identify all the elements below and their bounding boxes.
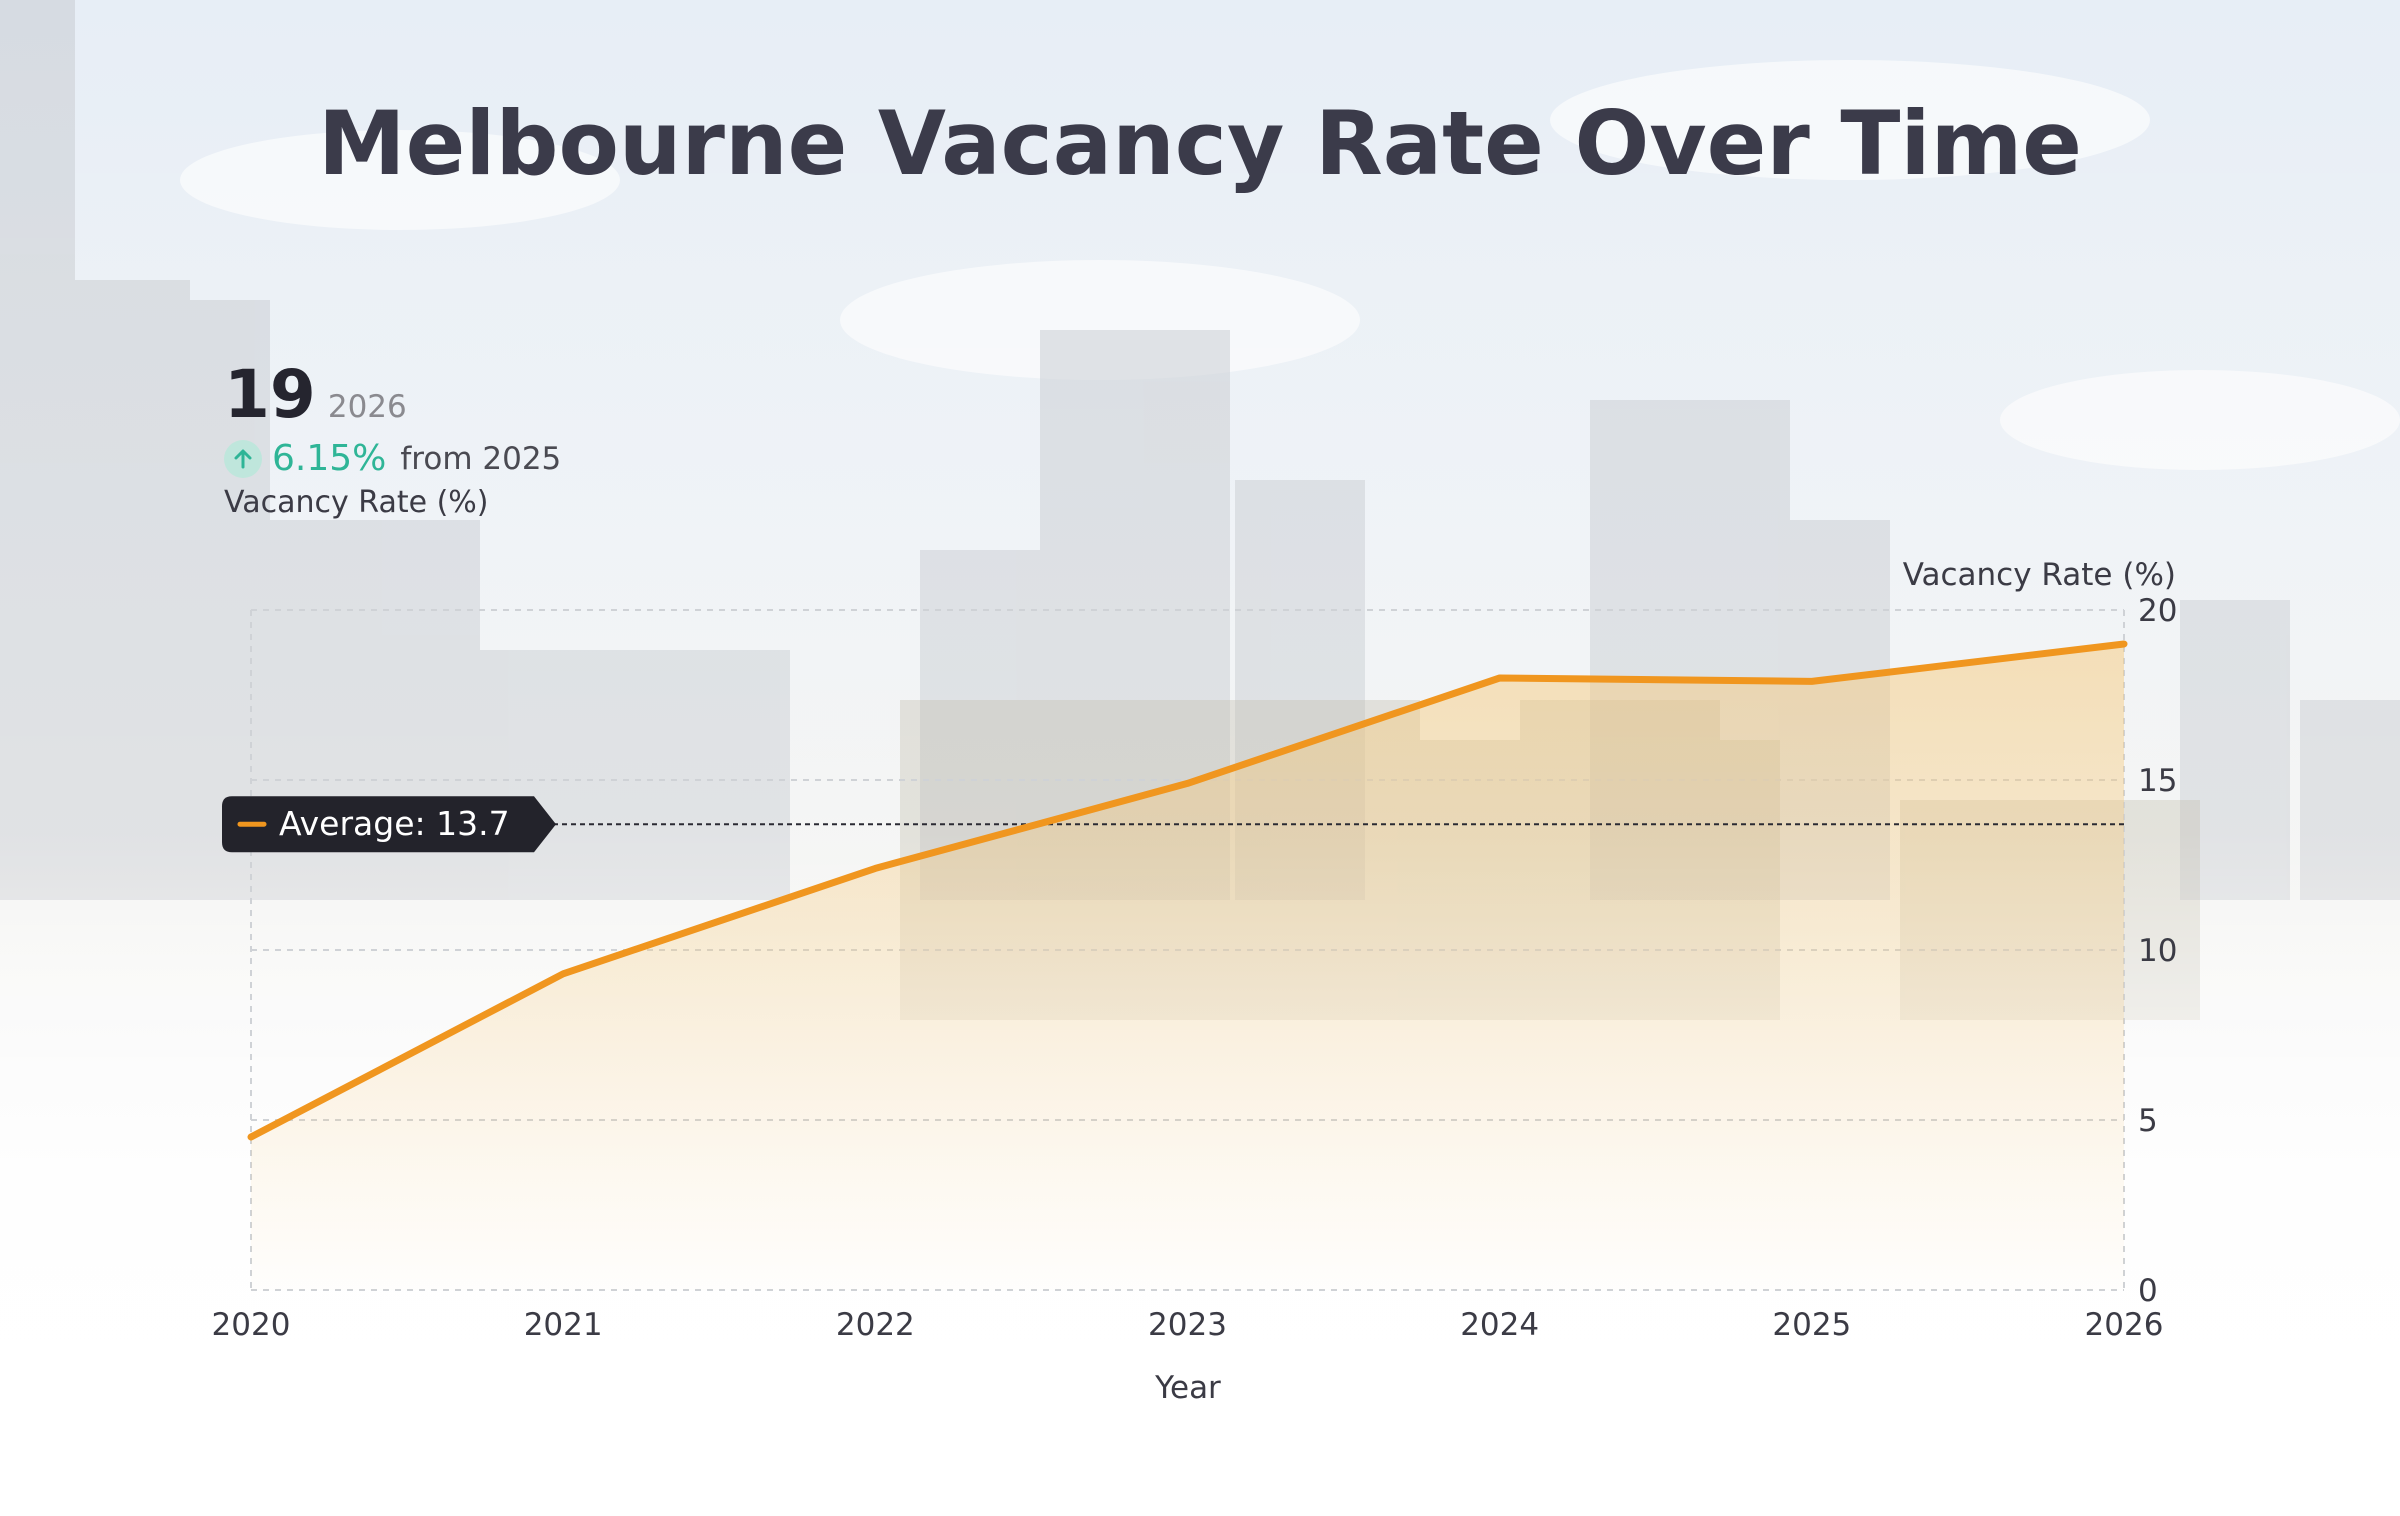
kpi-change: 6.15%: [272, 438, 387, 479]
y-tick-label: 0: [2138, 1273, 2158, 1309]
chart-title: Melbourne Vacancy Rate Over Time: [318, 92, 2082, 195]
x-tick-label: 2022: [836, 1307, 915, 1343]
series-area: [251, 644, 2124, 1290]
x-tick-label: 2023: [1148, 1307, 1227, 1343]
kpi-label: Vacancy Rate (%): [224, 485, 489, 520]
kpi-change-suffix: from 2025: [400, 440, 562, 477]
x-tick-label: 2020: [212, 1307, 291, 1343]
y-tick-label: 20: [2138, 593, 2177, 629]
data-point-2025: [1808, 678, 1815, 685]
data-point-2024: [1496, 675, 1503, 681]
data-point-2021: [560, 970, 567, 977]
x-tick-label: 2024: [1460, 1307, 1539, 1343]
y-tick-label: 10: [2138, 933, 2177, 969]
y-tick-label: 15: [2138, 763, 2177, 799]
y-axis-title: Vacancy Rate (%): [1903, 557, 2176, 593]
x-tick-label: 2021: [524, 1307, 603, 1343]
kpi-summary: 19 2026 6.15% from 2025 Vacancy Rate (%): [224, 362, 744, 520]
kpi-year: 2026: [327, 389, 407, 425]
x-tick-label: 2025: [1772, 1307, 1851, 1343]
y-tick-label: 5: [2138, 1103, 2158, 1139]
data-point-2026: [2121, 641, 2127, 647]
x-axis-title: Year: [1154, 1370, 1221, 1406]
data-point-2023: [1184, 780, 1191, 787]
x-tick-label: 2026: [2085, 1307, 2164, 1343]
arrow-up-icon: [224, 439, 262, 478]
data-point-2022: [872, 865, 879, 872]
average-badge: [222, 796, 556, 853]
average-label: Average: 13.7: [279, 804, 510, 843]
kpi-value: 19: [224, 356, 316, 433]
data-point-2020: [248, 1134, 254, 1140]
